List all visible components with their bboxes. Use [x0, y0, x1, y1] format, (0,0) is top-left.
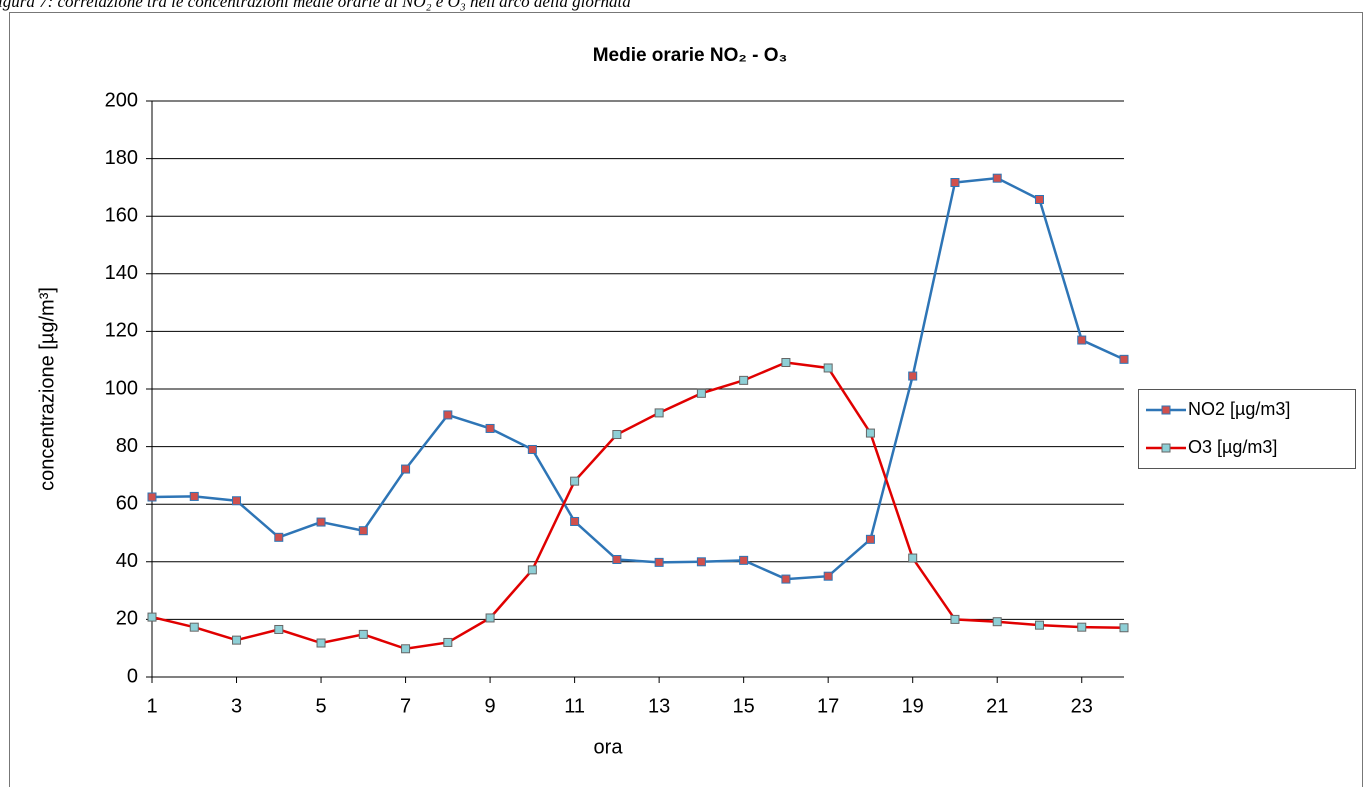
y-tick-label: 0: [127, 665, 138, 687]
data-point: [1119, 354, 1129, 364]
data-point: [232, 635, 242, 645]
legend-label: O3 [µg/m3]: [1188, 437, 1277, 457]
x-tick-label: 15: [733, 695, 755, 717]
x-tick-label: 7: [400, 695, 411, 717]
data-point: [739, 555, 749, 565]
legend-box: [1138, 389, 1356, 469]
figure-caption: igura 7: correlazione tra le concentrazi…: [0, 0, 631, 11]
data-point: [654, 557, 664, 567]
data-point: [1119, 623, 1129, 633]
y-tick-label: 160: [105, 204, 138, 226]
data-point: [485, 613, 495, 623]
data-point: [147, 612, 157, 622]
x-tick-label: 13: [648, 695, 670, 717]
data-point: [189, 622, 199, 632]
data-point: [950, 614, 960, 624]
data-point: [612, 430, 622, 440]
x-tick-label: 11: [564, 695, 585, 717]
y-tick-label: 120: [105, 320, 138, 342]
data-point: [908, 371, 918, 381]
y-tick-label: 180: [105, 147, 138, 169]
y-tick-label: 100: [105, 377, 138, 399]
y-tick-label: 80: [116, 435, 138, 457]
chart-title: Medie orarie NO₂ - O₃: [593, 45, 788, 66]
data-point: [527, 444, 537, 454]
x-tick-label: 1: [146, 695, 157, 717]
data-point: [1077, 335, 1087, 345]
data-point: [570, 476, 580, 486]
data-point: [865, 428, 875, 438]
data-point: [485, 423, 495, 433]
data-point: [992, 617, 1002, 627]
y-axis-label: concentrazione [µg/m³]: [36, 287, 58, 491]
x-tick-label: 9: [485, 695, 496, 717]
data-point: [527, 565, 537, 575]
data-point: [316, 517, 326, 527]
data-point: [781, 574, 791, 584]
x-tick-label: 5: [315, 695, 326, 717]
data-point: [696, 557, 706, 567]
y-tick-label: 20: [116, 608, 138, 630]
x-tick-label: 21: [986, 695, 1008, 717]
data-point: [401, 644, 411, 654]
data-point: [654, 408, 664, 418]
data-point: [358, 526, 368, 536]
data-point: [739, 375, 749, 385]
data-point: [696, 388, 706, 398]
data-point: [781, 358, 791, 368]
data-point: [992, 173, 1002, 183]
data-point: [147, 492, 157, 502]
data-point: [908, 553, 918, 563]
data-point: [443, 637, 453, 647]
x-tick-label: 23: [1071, 695, 1093, 717]
data-point: [401, 464, 411, 474]
legend-marker: [1161, 405, 1171, 415]
data-point: [189, 491, 199, 501]
data-point: [274, 624, 284, 634]
x-tick-label: 3: [231, 695, 242, 717]
y-tick-label: 60: [116, 492, 138, 514]
x-tick-label: 19: [902, 695, 924, 717]
data-point: [443, 410, 453, 420]
data-point: [1077, 622, 1087, 632]
data-point: [1034, 620, 1044, 630]
data-point: [950, 178, 960, 188]
data-point: [865, 534, 875, 544]
series-line: [151, 176, 1125, 581]
data-point: [612, 554, 622, 564]
data-point: [274, 532, 284, 542]
legend-marker: [1161, 443, 1171, 453]
series-line: [151, 361, 1125, 651]
data-point: [570, 516, 580, 526]
data-point: [358, 629, 368, 639]
data-point: [1034, 194, 1044, 204]
y-tick-label: 200: [105, 89, 138, 111]
y-tick-label: 40: [116, 550, 138, 572]
data-point: [823, 571, 833, 581]
x-axis-label: ora: [594, 736, 624, 758]
data-point: [823, 363, 833, 373]
legend-label: NO2 [µg/m3]: [1188, 399, 1290, 419]
data-point: [316, 638, 326, 648]
y-tick-label: 140: [105, 262, 138, 284]
x-tick-label: 17: [817, 695, 839, 717]
data-point: [232, 496, 242, 506]
